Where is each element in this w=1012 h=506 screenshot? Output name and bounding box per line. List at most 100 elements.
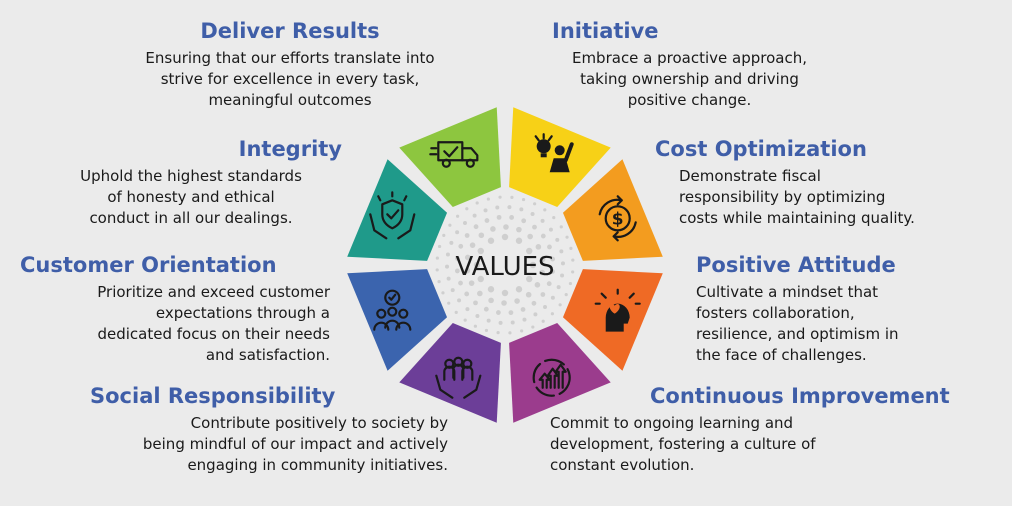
center-dot <box>486 318 491 323</box>
center-dot <box>446 276 451 281</box>
value-description: Cultivate a mindset that fosters collabo… <box>696 283 899 364</box>
center-dot <box>469 242 476 248</box>
wheel-segment-continuous <box>509 322 611 423</box>
center-dot <box>450 288 455 293</box>
wheel-segment-social <box>399 322 501 423</box>
center-dot <box>498 320 503 325</box>
center-dot <box>516 226 522 233</box>
center-dot <box>464 291 470 297</box>
center-dot <box>483 208 488 213</box>
center-dot <box>550 256 556 262</box>
center-dot <box>507 205 512 210</box>
center-dot <box>468 280 475 286</box>
center-dot <box>521 218 527 224</box>
value-title: Social Responsibility <box>90 384 336 408</box>
center-dot <box>447 301 451 305</box>
center-label: VALUES <box>455 252 554 282</box>
center-dot <box>496 331 500 335</box>
center-dot <box>498 195 502 199</box>
community-hands-icon <box>435 356 482 399</box>
svg-text:$: $ <box>612 209 624 229</box>
center-dot <box>455 255 460 261</box>
center-dot <box>519 207 524 212</box>
center-dot <box>445 252 450 257</box>
value-title: Continuous Improvement <box>650 384 950 408</box>
customer-group-icon <box>373 289 412 331</box>
center-dot <box>531 325 535 329</box>
center-dot <box>531 300 537 306</box>
idea-person-icon <box>534 133 574 173</box>
center-dot <box>437 244 442 249</box>
center-dot <box>546 281 552 287</box>
center-dot <box>457 298 462 303</box>
center-dot <box>477 247 484 255</box>
center-dot <box>515 237 523 244</box>
value-block-deliver-results: Deliver Results Ensuring that our effort… <box>112 18 468 111</box>
center-dot <box>525 291 532 298</box>
center-dot <box>458 280 463 286</box>
value-title: Initiative <box>552 19 659 43</box>
center-dot <box>533 312 538 317</box>
center-dot <box>550 295 555 300</box>
center-dot <box>559 225 563 229</box>
value-title: Cost Optimization <box>655 137 867 161</box>
center-dot <box>503 224 509 230</box>
center-dot <box>435 256 439 260</box>
center-dot <box>454 268 460 274</box>
center-dot <box>458 243 464 249</box>
center-dot <box>437 280 441 284</box>
center-dot <box>521 197 526 202</box>
center-dot <box>568 281 573 286</box>
wheel-segment-cost <box>562 159 663 261</box>
center-dot <box>530 211 535 216</box>
center-dot <box>501 289 509 297</box>
values-wheel: $ <box>340 100 670 430</box>
wheel-segment-deliver <box>399 107 501 208</box>
heart-head-icon <box>594 288 641 332</box>
wheel-segment-initiative <box>509 107 611 208</box>
center-dot <box>487 237 495 244</box>
shield-hands-icon <box>369 191 416 240</box>
center-dot <box>456 214 460 218</box>
center-dot <box>534 282 541 288</box>
center-dot <box>560 261 565 266</box>
center-dot <box>495 205 500 210</box>
value-description: Contribute positively to society by bein… <box>142 414 448 474</box>
center-dot <box>540 218 545 223</box>
value-block-integrity: Integrity Uphold the highest standards o… <box>40 136 342 229</box>
center-dot <box>556 285 561 290</box>
center-dot <box>449 240 454 245</box>
center-dot <box>454 310 458 314</box>
center-dot <box>501 300 507 306</box>
center-dot <box>463 318 467 322</box>
center-dot <box>552 216 556 220</box>
value-description: Commit to ongoing learning and developme… <box>550 414 816 474</box>
center-dot <box>565 235 569 239</box>
center-dot <box>541 319 545 323</box>
center-dot <box>484 218 490 223</box>
center-dot <box>532 224 537 230</box>
center-dot <box>475 314 480 319</box>
center-dot <box>483 306 489 312</box>
center-dot <box>477 290 483 297</box>
value-title: Integrity <box>238 137 342 161</box>
center-dot <box>473 261 481 269</box>
center-dot <box>464 254 471 261</box>
value-description: Demonstrate fiscal responsibility by opt… <box>679 167 915 227</box>
value-block-customer-orientation: Customer Orientation Prioritize and exce… <box>20 252 330 366</box>
center-dot <box>496 214 502 220</box>
value-description: Ensuring that our efforts translate into… <box>145 49 435 109</box>
center-dot <box>543 304 548 309</box>
center-dot <box>539 269 546 276</box>
center-dot <box>486 197 490 201</box>
center-dot <box>526 247 533 255</box>
delivery-truck-icon <box>429 141 479 168</box>
center-dot <box>533 202 537 206</box>
center-dot <box>464 267 471 274</box>
center-dot <box>515 286 523 293</box>
center-dot <box>478 232 485 239</box>
center-dot <box>462 221 467 226</box>
center-dot <box>510 195 514 199</box>
center-dot <box>475 201 479 205</box>
dollar-cycle-icon: $ <box>598 195 637 242</box>
